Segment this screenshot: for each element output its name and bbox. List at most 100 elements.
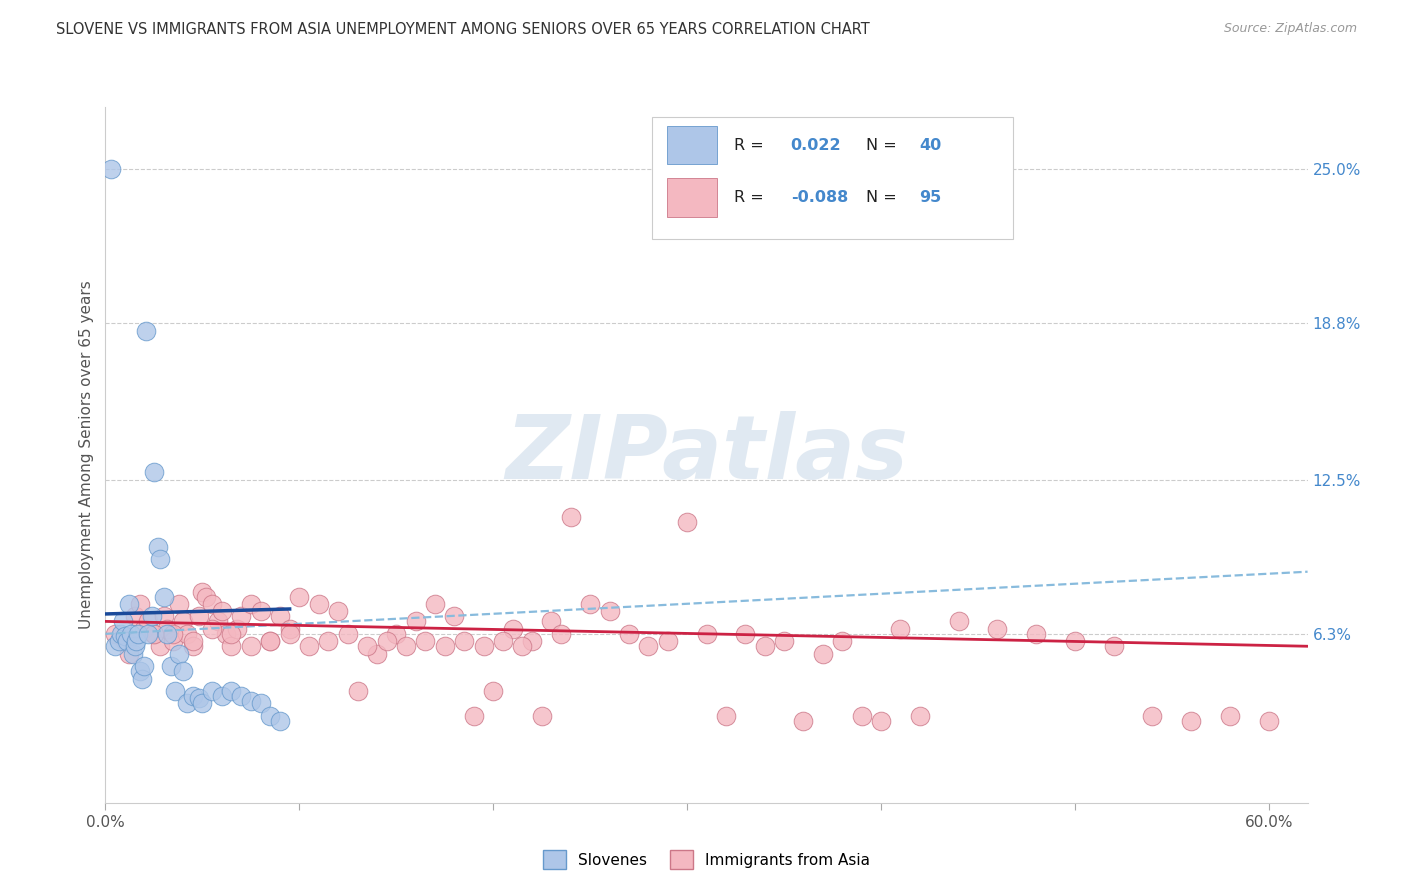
Point bbox=[135, 324, 157, 338]
Point bbox=[696, 627, 718, 641]
Point bbox=[195, 590, 218, 604]
Point bbox=[288, 590, 311, 604]
Point bbox=[131, 672, 153, 686]
Point bbox=[181, 634, 204, 648]
Point bbox=[191, 697, 214, 711]
Legend: Slovenes, Immigrants from Asia: Slovenes, Immigrants from Asia bbox=[537, 845, 876, 875]
Point bbox=[172, 664, 194, 678]
Point bbox=[278, 622, 301, 636]
Point bbox=[149, 639, 172, 653]
Point bbox=[676, 515, 699, 529]
Point bbox=[152, 590, 174, 604]
Text: N =: N = bbox=[866, 190, 903, 205]
Text: ZIPatlas: ZIPatlas bbox=[505, 411, 908, 499]
Point bbox=[156, 622, 179, 636]
Point bbox=[221, 684, 243, 698]
Point bbox=[754, 639, 776, 653]
Point bbox=[167, 647, 190, 661]
Point bbox=[510, 639, 533, 653]
Point bbox=[207, 615, 229, 629]
Point bbox=[617, 627, 640, 641]
Point bbox=[162, 627, 184, 641]
Point bbox=[162, 634, 184, 648]
Point bbox=[423, 597, 446, 611]
Point bbox=[141, 609, 163, 624]
Point bbox=[160, 659, 183, 673]
Point bbox=[1025, 627, 1047, 641]
Y-axis label: Unemployment Among Seniors over 65 years: Unemployment Among Seniors over 65 years bbox=[79, 281, 94, 629]
Point bbox=[120, 627, 142, 641]
Point bbox=[599, 605, 621, 619]
Point bbox=[181, 689, 204, 703]
Point bbox=[356, 639, 378, 653]
Point bbox=[1064, 634, 1087, 648]
Point bbox=[114, 634, 136, 648]
Point bbox=[405, 615, 427, 629]
Point bbox=[870, 714, 893, 728]
Text: 0.022: 0.022 bbox=[790, 137, 841, 153]
Point bbox=[472, 639, 495, 653]
Point bbox=[149, 552, 172, 566]
Point bbox=[908, 708, 931, 723]
Point bbox=[278, 627, 301, 641]
Point bbox=[134, 622, 156, 636]
Point bbox=[1257, 714, 1279, 728]
Point bbox=[104, 627, 127, 641]
Point bbox=[986, 622, 1008, 636]
Point bbox=[211, 689, 233, 703]
Point bbox=[231, 689, 253, 703]
Point bbox=[191, 584, 214, 599]
Point bbox=[136, 627, 159, 641]
Point bbox=[181, 639, 204, 653]
Point bbox=[121, 647, 143, 661]
Point bbox=[226, 622, 249, 636]
Point bbox=[1102, 639, 1125, 653]
Point bbox=[249, 697, 271, 711]
Text: -0.088: -0.088 bbox=[790, 190, 848, 205]
FancyBboxPatch shape bbox=[666, 126, 717, 164]
Point bbox=[259, 708, 281, 723]
Point bbox=[176, 697, 198, 711]
Text: Source: ZipAtlas.com: Source: ZipAtlas.com bbox=[1223, 22, 1357, 36]
Text: N =: N = bbox=[866, 137, 903, 153]
Point bbox=[520, 634, 543, 648]
Point bbox=[129, 664, 152, 678]
Point bbox=[1219, 708, 1241, 723]
Point bbox=[100, 162, 122, 177]
Point bbox=[326, 605, 349, 619]
Point bbox=[550, 627, 572, 641]
Point bbox=[259, 634, 281, 648]
Point bbox=[152, 609, 174, 624]
Point bbox=[395, 639, 418, 653]
FancyBboxPatch shape bbox=[666, 178, 717, 217]
Point bbox=[239, 597, 262, 611]
Point bbox=[110, 627, 132, 641]
Text: R =: R = bbox=[734, 190, 769, 205]
Point bbox=[560, 510, 582, 524]
Point bbox=[831, 634, 853, 648]
Point bbox=[201, 597, 224, 611]
Point bbox=[346, 684, 368, 698]
Point bbox=[1180, 714, 1202, 728]
Text: R =: R = bbox=[734, 137, 769, 153]
Point bbox=[108, 634, 131, 648]
Point bbox=[269, 609, 291, 624]
Point bbox=[540, 615, 562, 629]
Point bbox=[142, 627, 165, 641]
Point bbox=[231, 609, 253, 624]
Text: 95: 95 bbox=[920, 190, 942, 205]
Point bbox=[134, 659, 156, 673]
Point bbox=[127, 627, 149, 641]
Point bbox=[136, 615, 159, 629]
Point bbox=[530, 708, 553, 723]
Point bbox=[336, 627, 359, 641]
Point bbox=[948, 615, 970, 629]
Point bbox=[129, 597, 152, 611]
Point bbox=[142, 466, 165, 480]
Point bbox=[111, 615, 134, 629]
Point bbox=[443, 609, 465, 624]
Point bbox=[366, 647, 388, 661]
Point bbox=[714, 708, 737, 723]
Point bbox=[167, 597, 190, 611]
Point bbox=[239, 694, 262, 708]
